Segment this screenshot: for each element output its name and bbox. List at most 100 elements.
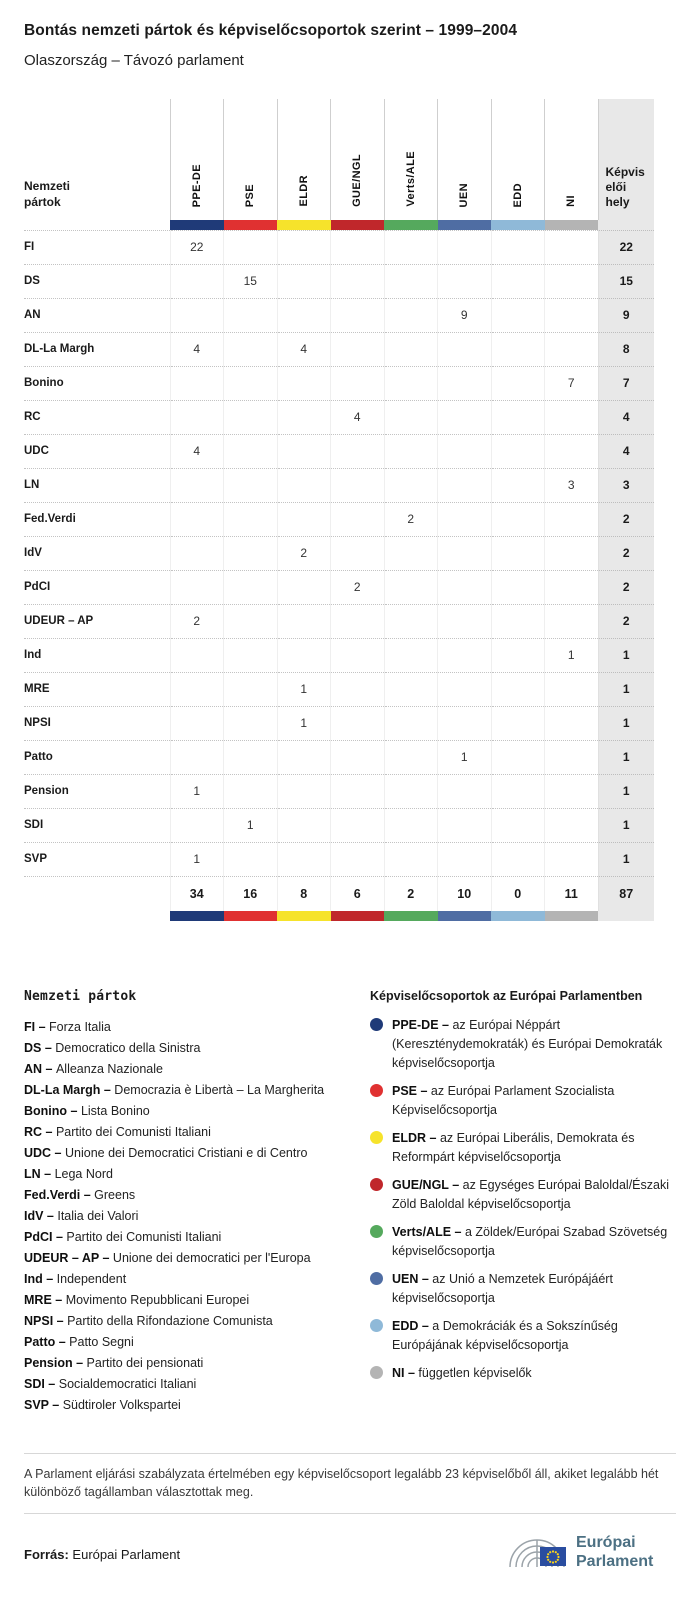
- divider-top: [24, 1453, 676, 1454]
- color-swatch-Verts/ALE: [384, 911, 438, 921]
- group-legend-item: EDD – a Demokráciák és a Sokszínűség Eur…: [370, 1317, 676, 1355]
- value-cell: 2: [383, 501, 438, 536]
- seats-column-fill: [598, 220, 654, 230]
- value-cell: 1: [276, 671, 331, 706]
- row-total-cell: 8: [597, 331, 654, 366]
- table-row: UDEUR – AP 2 2: [24, 603, 654, 638]
- value-cell: [544, 535, 598, 570]
- color-swatch-NI: [544, 220, 598, 230]
- party-legend-item: Fed.Verdi – Greens: [24, 1188, 136, 1202]
- row-total-cell: 1: [597, 773, 654, 808]
- group-color-dot: [370, 1319, 383, 1332]
- value-cell: [169, 671, 224, 706]
- legend-national-parties: Nemzeti pártok FI – Forza Italia DS – Dem…: [24, 989, 370, 1416]
- value-cell: [330, 841, 384, 876]
- column-total-cell: 10: [437, 875, 491, 911]
- value-cell: [437, 501, 491, 536]
- table-row: RC 4 4: [24, 399, 654, 434]
- color-swatch-PPE-DE: [170, 220, 224, 230]
- party-abbr: Patto –: [24, 1335, 70, 1349]
- group-legend-item: NI – független képviselők: [370, 1364, 676, 1383]
- value-cell: [490, 467, 545, 502]
- value-cell: [169, 535, 224, 570]
- value-cell: [437, 535, 491, 570]
- value-cell: [383, 773, 438, 808]
- value-cell: [223, 773, 277, 808]
- party-abbr: SVP –: [24, 1398, 63, 1412]
- table-header-row: Nemzeti pártok PPE-DE PSE ELDR GUE/NGL Verts/…: [24, 99, 654, 220]
- table-row: PdCI 2 2: [24, 569, 654, 604]
- group-label: UEN: [458, 182, 471, 207]
- procedural-note: A Parlament eljárási szabályzata értelmé…: [24, 1467, 659, 1499]
- table-row: LN 3 3: [24, 467, 654, 502]
- color-swatch-GUE/NGL: [330, 220, 384, 230]
- column-total-cell: 11: [544, 875, 598, 911]
- party-legend-item: Pension – Partito dei pensionati: [24, 1356, 204, 1370]
- row-total-cell: 2: [597, 569, 654, 604]
- bar-spacer: [24, 911, 170, 921]
- group-label: EDD: [511, 182, 524, 207]
- party-label: UDEUR – AP: [24, 603, 170, 638]
- value-cell: [490, 297, 545, 332]
- party-abbr: AN –: [24, 1062, 56, 1076]
- value-cell: [544, 569, 598, 604]
- party-legend-item: LN – Lega Nord: [24, 1167, 113, 1181]
- row-total-cell: 3: [597, 467, 654, 502]
- value-cell: [437, 365, 491, 400]
- value-cell: [169, 705, 224, 740]
- row-total-cell: 1: [597, 705, 654, 740]
- group-legend-text: Verts/ALE – a Zöldek/Európai Szabad Szöv…: [392, 1225, 668, 1258]
- group-color-dot: [370, 1225, 383, 1238]
- value-cell: [223, 841, 277, 876]
- party-label: Patto: [24, 739, 170, 774]
- color-swatch-PPE-DE: [170, 911, 224, 921]
- eu-flag-stars: [546, 1550, 560, 1564]
- value-cell: [437, 637, 491, 672]
- table-row: MRE 1 1: [24, 671, 654, 706]
- group-legend-item: Verts/ALE – a Zöldek/Európai Szabad Szöv…: [370, 1223, 676, 1261]
- value-cell: [330, 501, 384, 536]
- legend-national-parties-heading: Nemzeti pártok: [24, 989, 137, 1004]
- table-row: DL-La Margh 4 4 8: [24, 331, 654, 366]
- group-legend-item: PSE – az Európai Parlament Szocialista K…: [370, 1082, 676, 1120]
- group-legend-text: NI – független képviselők: [392, 1366, 532, 1380]
- party-legend-item: DS – Democratico della Sinistra: [24, 1041, 201, 1055]
- source-line: Forrás: Európai Parlament: [24, 1533, 180, 1562]
- value-cell: [276, 807, 331, 842]
- european-parliament-logo: Európai Parlament: [504, 1520, 676, 1574]
- column-total-cell: 16: [223, 875, 277, 911]
- value-cell: [383, 637, 438, 672]
- value-cell: [490, 331, 545, 366]
- column-header-NI: NI: [544, 99, 598, 220]
- value-cell: [490, 807, 545, 842]
- value-cell: [330, 637, 384, 672]
- color-swatch-EDD: [491, 220, 545, 230]
- party-label: LN: [24, 467, 170, 502]
- value-cell: [330, 229, 384, 264]
- value-cell: [437, 807, 491, 842]
- seats-column-header: Képviselői hely: [597, 99, 654, 220]
- party-label: DL-La Margh: [24, 331, 170, 366]
- group-label: GUE/NGL: [351, 154, 364, 207]
- group-color-dot: [370, 1131, 383, 1144]
- value-cell: [490, 637, 545, 672]
- party-legend-item: SDI – Socialdemocratici Italiani: [24, 1377, 197, 1391]
- value-cell: [383, 569, 438, 604]
- group-legend-text: ELDR – az Európai Liberális, Demokrata é…: [392, 1131, 635, 1164]
- party-label: SDI: [24, 807, 170, 842]
- value-cell: [544, 603, 598, 638]
- value-cell: 1: [169, 773, 224, 808]
- table-row: SDI 1 1: [24, 807, 654, 842]
- legend-parliament-groups: Képviselőcsoportok az Európai Parlamentb…: [370, 989, 676, 1416]
- color-swatch-Verts/ALE: [384, 220, 438, 230]
- table-row: AN 9 9: [24, 297, 654, 332]
- group-legend-text: UEN – az Unió a Nemzetek Európájáért kép…: [392, 1272, 613, 1305]
- divider-bottom: [24, 1513, 676, 1514]
- value-cell: [383, 263, 438, 298]
- value-cell: [490, 501, 545, 536]
- party-label: UDC: [24, 433, 170, 468]
- row-total-cell: 2: [597, 603, 654, 638]
- totals-row: 34 16 8 6 2 10 0 11 87: [24, 875, 654, 911]
- value-cell: [383, 331, 438, 366]
- value-cell: 4: [276, 331, 331, 366]
